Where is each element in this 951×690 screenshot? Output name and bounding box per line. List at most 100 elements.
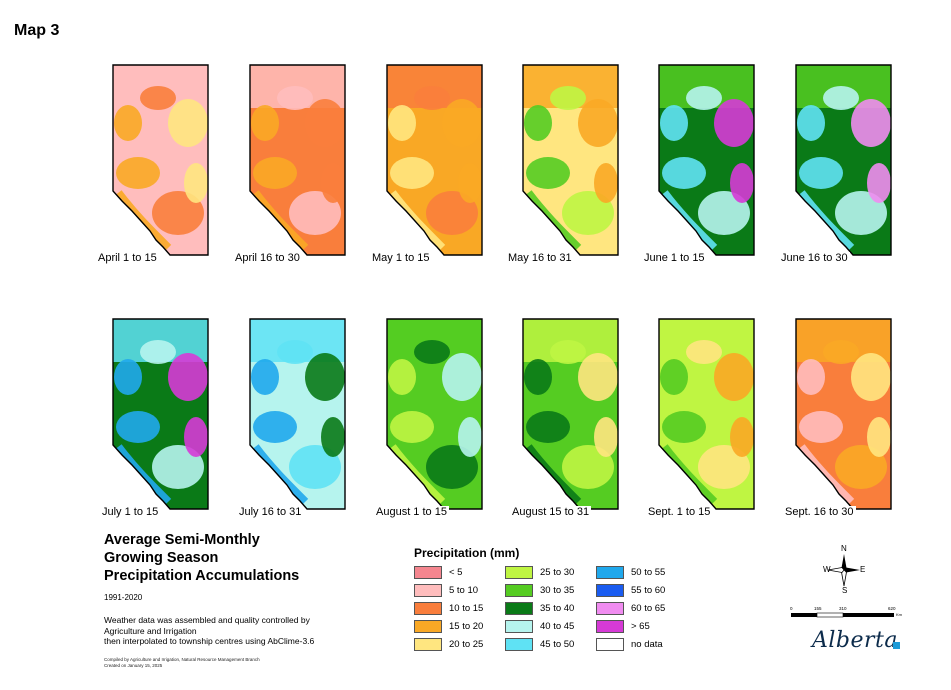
legend-label: 55 to 60 xyxy=(631,585,666,596)
legend-swatch xyxy=(596,620,624,633)
alberta-map xyxy=(386,318,483,510)
map-panel: April 16 to 30 xyxy=(233,63,385,283)
title-line-1: Average Semi-Monthly xyxy=(104,532,260,548)
scale-bar: 0 155 310 620 Km xyxy=(789,603,914,623)
compass-east: E xyxy=(860,565,866,574)
legend-label: < 5 xyxy=(449,567,463,578)
legend-swatch xyxy=(505,602,533,615)
legend-item: 60 to 65 xyxy=(596,602,665,615)
scale-bar-graphic: 0 155 310 620 Km xyxy=(790,606,903,618)
map-panel-label: August 1 to 15 xyxy=(374,506,449,519)
map-panel: June 16 to 30 xyxy=(779,63,931,283)
period-text: 1991-2020 xyxy=(104,593,143,602)
map-panel-label: April 16 to 30 xyxy=(233,252,302,265)
compass-north: N xyxy=(841,544,847,553)
legend-label: 60 to 65 xyxy=(631,603,666,614)
map-panel: Sept. 16 to 30 xyxy=(783,317,931,537)
legend-label: 5 to 10 xyxy=(449,585,479,596)
legend-label: > 65 xyxy=(631,621,650,632)
alberta-map xyxy=(112,64,209,256)
data-note: Weather data was assembled and quality c… xyxy=(104,615,364,647)
map-panel-label: May 16 to 31 xyxy=(506,252,574,265)
scale-tick-3: 620 xyxy=(888,606,896,611)
map-panel: Sept. 1 to 15 xyxy=(646,317,794,537)
map-number-label: Map 3 xyxy=(14,22,60,39)
map-panel: July 1 to 15 xyxy=(100,317,248,537)
legend-swatch xyxy=(596,584,624,597)
legend-item: 55 to 60 xyxy=(596,584,665,597)
map-panel-label: July 1 to 15 xyxy=(100,506,161,519)
legend-swatch xyxy=(505,620,533,633)
legend-item: 50 to 55 xyxy=(596,566,665,579)
legend-swatch xyxy=(414,584,442,597)
map-panel: August 15 to 31 xyxy=(510,317,658,537)
legend-item: no data xyxy=(596,638,663,651)
map-panel: June 1 to 15 xyxy=(642,63,794,283)
map-panel-label: May 1 to 15 xyxy=(370,252,432,265)
legend-label: 35 to 40 xyxy=(540,603,575,614)
map-panel-label: June 16 to 30 xyxy=(779,252,850,265)
map-panel-label: Sept. 16 to 30 xyxy=(783,506,856,519)
legend-item: > 65 xyxy=(596,620,650,633)
legend-swatch xyxy=(596,638,624,651)
note-line-2: Agriculture and Irrigation xyxy=(104,625,197,636)
compass-south: S xyxy=(842,586,848,595)
alberta-map xyxy=(795,318,892,510)
scale-tick-1: 155 xyxy=(814,606,822,611)
scale-tick-2: 310 xyxy=(839,606,847,611)
legend-item: 10 to 15 xyxy=(414,602,483,615)
alberta-logo-mark xyxy=(893,642,900,649)
compass-west: W xyxy=(823,565,831,574)
legend-swatch xyxy=(505,638,533,651)
legend-label: no data xyxy=(631,639,663,650)
legend-label: 40 to 45 xyxy=(540,621,575,632)
legend-item: < 5 xyxy=(414,566,462,579)
legend-swatch xyxy=(505,566,533,579)
map-panel: April 1 to 15 xyxy=(96,63,248,283)
legend-item: 20 to 25 xyxy=(414,638,483,651)
title-line-3: Precipitation Accumulations xyxy=(104,568,300,584)
legend-swatch xyxy=(505,584,533,597)
legend-item: 45 to 50 xyxy=(505,638,574,651)
legend-item: 15 to 20 xyxy=(414,620,483,633)
legend-label: 20 to 25 xyxy=(449,639,484,650)
map-panel: May 16 to 31 xyxy=(506,63,658,283)
note-line-3: then interpolated to township centres us… xyxy=(104,636,315,646)
map-panel-label: July 16 to 31 xyxy=(237,506,304,519)
legend-title: Precipitation (mm) xyxy=(414,546,520,560)
note-line-1: Weather data was assembled and quality c… xyxy=(104,615,310,625)
credit-text: Compiled by Agriculture and Irrigation, … xyxy=(104,657,404,669)
alberta-map xyxy=(658,318,755,510)
legend-item: 40 to 45 xyxy=(505,620,574,633)
map-panel: July 16 to 31 xyxy=(237,317,385,537)
legend-swatch xyxy=(414,602,442,615)
map-panel-label: Sept. 1 to 15 xyxy=(646,506,713,519)
alberta-map xyxy=(795,64,892,256)
compass-rose-icon xyxy=(827,554,860,587)
alberta-map xyxy=(249,318,346,510)
legend-item: 25 to 30 xyxy=(505,566,574,579)
title-line-2: Growing Season xyxy=(104,550,219,566)
map-panel: May 1 to 15 xyxy=(370,63,522,283)
alberta-map xyxy=(112,318,209,510)
main-title: Average Semi-Monthly Growing Season Prec… xyxy=(104,531,404,585)
legend-swatch xyxy=(596,566,624,579)
map-grid: April 1 to 15 April 16 to 30 May 1 to 15 Ma… xyxy=(96,63,931,519)
credit-line-2: Created on January 15, 2025 xyxy=(104,662,163,668)
legend-swatch xyxy=(414,638,442,651)
legend-label: 10 to 15 xyxy=(449,603,484,614)
legend-item: 35 to 40 xyxy=(505,602,574,615)
map-panel-label: April 1 to 15 xyxy=(96,252,159,265)
alberta-map xyxy=(522,64,619,256)
credit-line-1: Compiled by Agriculture and Irrigation, … xyxy=(104,656,260,662)
alberta-map xyxy=(386,64,483,256)
north-arrow-compass: N S E W xyxy=(822,544,866,595)
legend-item: 30 to 35 xyxy=(505,584,574,597)
legend-swatch xyxy=(596,602,624,615)
legend-swatch xyxy=(414,620,442,633)
legend-label: 15 to 20 xyxy=(449,621,484,632)
alberta-map xyxy=(522,318,619,510)
scale-unit: Km xyxy=(896,612,903,617)
legend-label: 30 to 35 xyxy=(540,585,575,596)
legend-label: 50 to 55 xyxy=(631,567,666,578)
